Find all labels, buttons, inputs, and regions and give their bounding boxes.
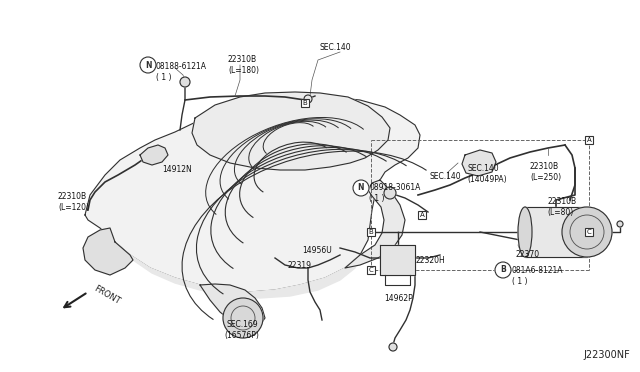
Text: B: B — [369, 229, 373, 235]
Text: 22370: 22370 — [515, 250, 539, 259]
Polygon shape — [525, 207, 587, 257]
Text: A: A — [420, 212, 424, 218]
Text: J22300NF: J22300NF — [583, 350, 630, 360]
Text: N: N — [358, 183, 364, 192]
Text: 08918-3061A
( 1 ): 08918-3061A ( 1 ) — [369, 183, 420, 203]
Text: FRONT: FRONT — [92, 284, 122, 306]
Circle shape — [304, 95, 312, 103]
Text: C: C — [587, 229, 591, 235]
Text: SEC.140: SEC.140 — [320, 43, 351, 52]
Text: A: A — [587, 137, 591, 143]
Text: 22310B
(L=80): 22310B (L=80) — [547, 197, 576, 217]
Text: B: B — [500, 266, 506, 275]
Text: C: C — [369, 267, 373, 273]
Ellipse shape — [518, 207, 532, 257]
Text: SEC.140: SEC.140 — [430, 172, 461, 181]
Polygon shape — [83, 228, 133, 275]
Polygon shape — [85, 96, 420, 292]
Circle shape — [180, 77, 190, 87]
Polygon shape — [140, 145, 168, 165]
Text: SEC.169
(16576P): SEC.169 (16576P) — [225, 320, 259, 340]
Polygon shape — [345, 180, 405, 268]
Polygon shape — [380, 245, 415, 275]
Circle shape — [384, 187, 396, 199]
Circle shape — [140, 57, 156, 73]
Text: B: B — [303, 100, 307, 106]
Text: 14962P: 14962P — [384, 294, 413, 303]
Polygon shape — [192, 92, 390, 170]
Polygon shape — [462, 150, 496, 176]
Text: 22310B
(L=250): 22310B (L=250) — [530, 162, 561, 182]
Text: 14912N: 14912N — [162, 165, 192, 174]
Circle shape — [617, 221, 623, 227]
Text: 22320H: 22320H — [416, 256, 445, 265]
Polygon shape — [200, 284, 265, 325]
Circle shape — [223, 298, 263, 338]
Circle shape — [353, 180, 369, 196]
Text: 22310B
(L=120): 22310B (L=120) — [58, 192, 89, 212]
Polygon shape — [130, 255, 360, 298]
Text: 08188-6121A
( 1 ): 08188-6121A ( 1 ) — [156, 62, 207, 82]
Text: N: N — [145, 61, 151, 70]
Text: SEC.140
(14049PA): SEC.140 (14049PA) — [467, 164, 507, 184]
Text: 14956U: 14956U — [302, 246, 332, 255]
Circle shape — [495, 262, 511, 278]
Circle shape — [389, 343, 397, 351]
Text: 22310B
(L=180): 22310B (L=180) — [228, 55, 259, 75]
Text: 081A6-8121A
( 1 ): 081A6-8121A ( 1 ) — [512, 266, 563, 286]
Circle shape — [562, 207, 612, 257]
Text: 22319: 22319 — [288, 261, 312, 270]
